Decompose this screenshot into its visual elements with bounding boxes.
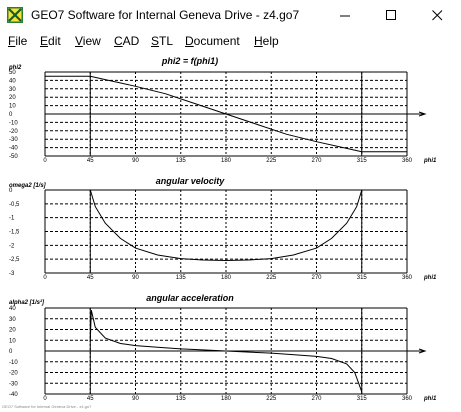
x-tick-label: 0: [43, 396, 47, 402]
x-tick-label: 90: [132, 396, 139, 402]
y-tick-label: -10: [9, 360, 18, 366]
x-tick-label: 315: [357, 396, 368, 402]
y-tick-label: -1,5: [9, 230, 20, 236]
menu-view[interactable]: View: [75, 34, 101, 48]
x-tick-label: 225: [266, 158, 277, 164]
x-tick-label: 225: [266, 275, 277, 281]
y-tick-label: 40: [9, 306, 16, 312]
x-tick-label: 45: [87, 158, 94, 164]
y-tick-label: -40: [9, 146, 18, 152]
y-axis-label: omega2 [1/s]: [9, 183, 47, 189]
chart-title: phi2 = f(phi1): [161, 56, 218, 66]
x-tick-label: 270: [311, 158, 322, 164]
x-tick-label: 45: [87, 396, 94, 402]
y-tick-label: 20: [9, 328, 16, 334]
x-tick-label: 360: [402, 158, 413, 164]
x-tick-label: 270: [311, 396, 322, 402]
title-bar: GEO7 Software for Internal Geneva Drive …: [0, 0, 461, 31]
y-tick-label: -10: [9, 120, 18, 126]
close-button[interactable]: [414, 0, 460, 31]
x-tick-label: 90: [132, 158, 139, 164]
x-tick-label: 270: [311, 275, 322, 281]
y-tick-label: -0,5: [9, 202, 20, 208]
plot-area: 0 45 90 135 180 225 270 315 36050403020100-10-20…: [8, 56, 437, 402]
y-tick-label: -40: [9, 392, 18, 398]
y-tick-label: -2: [9, 243, 15, 249]
menu-help[interactable]: Help: [254, 34, 279, 48]
y-tick-label: -20: [9, 129, 18, 135]
y-tick-label: -3: [9, 271, 15, 277]
x-axis-label: phi1: [423, 275, 437, 281]
x-tick-label: 45: [87, 275, 94, 281]
close-icon: [431, 10, 442, 21]
y-tick-label: -2,5: [9, 257, 20, 263]
y-tick-label: 0: [9, 349, 13, 355]
y-tick-label: -20: [9, 371, 18, 377]
chart-title: angular acceleration: [146, 293, 234, 303]
x-tick-label: 135: [176, 158, 187, 164]
y-tick-label: -1: [9, 216, 15, 222]
x-tick-label: 180: [221, 275, 232, 281]
y-tick-label: 50: [9, 70, 16, 76]
x-tick-label: 135: [176, 275, 187, 281]
axis-arrow: [418, 348, 427, 354]
y-tick-label: 20: [9, 95, 16, 101]
menu-bar: File Edit View CAD STL Document Help: [0, 31, 461, 52]
series-line: [89, 189, 363, 262]
x-tick-label: 180: [221, 396, 232, 402]
y-tick-label: 0: [9, 188, 13, 194]
status-strip: GEO7 Software for Internal Geneva Drive …: [2, 404, 92, 409]
menu-cad[interactable]: CAD: [114, 34, 140, 48]
y-tick-label: 30: [9, 317, 16, 323]
window-title: GEO7 Software for Internal Geneva Drive …: [31, 8, 300, 22]
series-line: [45, 75, 407, 153]
x-tick-label: 0: [43, 275, 47, 281]
y-tick-label: 0: [9, 112, 13, 118]
menu-stl[interactable]: STL: [151, 34, 174, 48]
minimize-icon: [339, 15, 350, 17]
x-tick-label: 360: [402, 396, 413, 402]
series-line: [89, 309, 227, 352]
series-line: [225, 350, 363, 393]
menu-file[interactable]: File: [8, 34, 28, 48]
y-tick-label: -30: [9, 381, 18, 387]
y-axis-label: phi2: [8, 65, 22, 71]
axis-arrow: [418, 111, 427, 117]
maximize-icon: [385, 10, 396, 20]
geo7-app-icon: [7, 7, 23, 23]
y-tick-label: 40: [9, 78, 16, 84]
y-tick-label: 10: [9, 338, 16, 344]
y-tick-label: 10: [9, 104, 16, 110]
x-tick-label: 90: [132, 275, 139, 281]
menu-edit[interactable]: Edit: [40, 34, 61, 48]
x-tick-label: 225: [266, 396, 277, 402]
y-tick-label: 30: [9, 87, 16, 93]
x-tick-label: 315: [357, 275, 368, 281]
maximize-button[interactable]: [368, 0, 414, 31]
menu-document[interactable]: Document: [185, 34, 240, 48]
y-tick-label: -50: [9, 154, 18, 160]
chart-title: angular velocity: [156, 176, 226, 186]
x-axis-label: phi1: [423, 158, 437, 164]
x-axis-label: phi1: [423, 396, 437, 402]
y-tick-label: -30: [9, 137, 18, 143]
x-tick-label: 360: [402, 275, 413, 281]
x-tick-label: 0: [43, 158, 47, 164]
x-tick-label: 315: [357, 158, 368, 164]
x-tick-label: 135: [176, 396, 187, 402]
minimize-button[interactable]: [322, 0, 368, 31]
x-tick-label: 180: [221, 158, 232, 164]
y-axis-label: alpha2 [1/s²]: [9, 299, 45, 306]
